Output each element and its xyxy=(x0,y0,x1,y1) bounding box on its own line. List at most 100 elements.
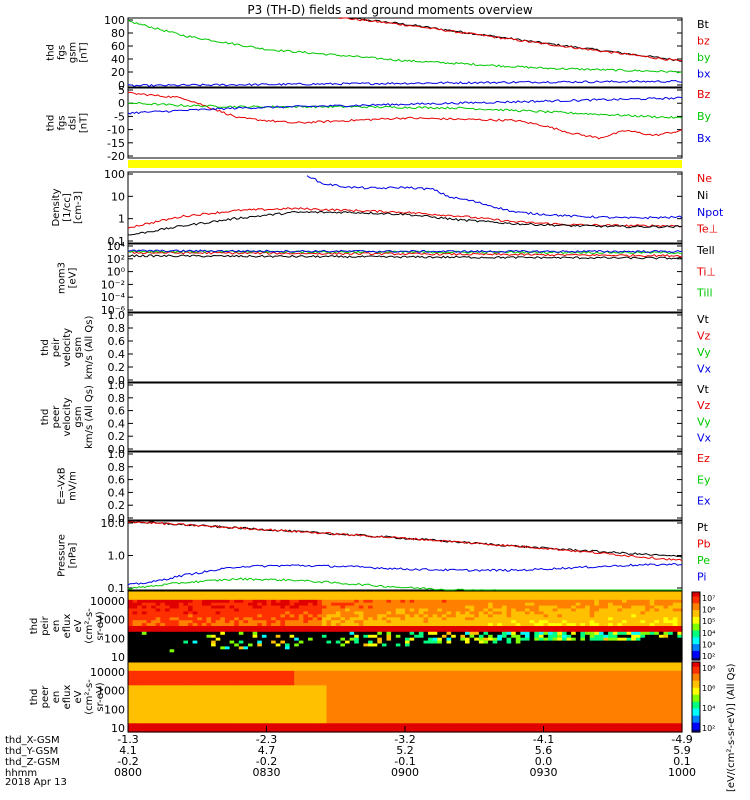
spectro-cell xyxy=(617,591,623,595)
ylabel-line: Density xyxy=(51,188,62,226)
spectro-cell xyxy=(585,608,591,612)
spectro-cell xyxy=(257,599,263,604)
spectro-cell xyxy=(488,676,494,681)
spectro-cell xyxy=(141,652,147,656)
spectro-cell xyxy=(672,623,678,627)
spectro-cell xyxy=(317,676,323,681)
spectro-cell xyxy=(192,626,198,630)
spectro-cell xyxy=(405,720,411,724)
spectro-cell xyxy=(428,614,434,618)
spectro-cell xyxy=(460,685,466,689)
spectro-cell xyxy=(174,634,180,639)
spectro-cell xyxy=(280,720,286,724)
spectro-cell xyxy=(441,714,448,718)
spectro-cell xyxy=(174,640,180,645)
spectro-cell xyxy=(234,608,240,612)
spectro-cell xyxy=(169,611,175,615)
spectro-cell xyxy=(137,637,143,642)
spectro-cell xyxy=(137,652,143,656)
spectro-cell xyxy=(146,702,152,707)
spectro-cell xyxy=(128,664,134,669)
spectro-cell xyxy=(515,649,521,653)
spectro-cell xyxy=(566,637,572,642)
spectro-cell xyxy=(423,608,429,612)
spectro-cell xyxy=(192,673,198,678)
spectro-cell xyxy=(317,628,323,633)
spectro-cell xyxy=(414,634,420,639)
spectro-cell xyxy=(294,717,300,721)
spectro-cell xyxy=(437,676,443,681)
spectro-cell xyxy=(331,640,337,645)
spectro-cell xyxy=(409,708,415,713)
spectro-cell xyxy=(248,729,254,733)
spectro-cell xyxy=(151,699,157,704)
spectro-cell xyxy=(483,664,489,669)
spectro-cell xyxy=(128,705,134,710)
spectro-cell xyxy=(594,599,600,604)
spectro-cell xyxy=(229,676,235,681)
spectro-cell xyxy=(395,631,401,636)
spectro-cell xyxy=(608,608,614,612)
spectro-cell xyxy=(575,634,581,639)
spectro-cell xyxy=(132,605,138,610)
spectro-cell xyxy=(340,662,346,666)
spectro-cell xyxy=(405,628,411,633)
spectro-cell xyxy=(308,691,314,695)
spectro-cell xyxy=(649,655,655,659)
spectro-cell xyxy=(169,714,175,718)
spectro-cell xyxy=(252,714,258,718)
spectro-cell xyxy=(141,658,147,662)
spectro-cell xyxy=(308,628,314,633)
spectro-cell xyxy=(589,646,595,650)
spectro-cell xyxy=(349,726,355,730)
spectro-cell xyxy=(220,634,226,639)
spectro-cell xyxy=(566,655,572,659)
spectro-cell xyxy=(252,679,258,683)
spectro-cell xyxy=(220,711,226,716)
spectro-cell xyxy=(658,658,665,662)
spectro-cell xyxy=(529,605,535,610)
spectro-cell xyxy=(211,694,217,698)
spectro-cell xyxy=(654,626,660,630)
spectro-cell xyxy=(612,602,618,607)
ylabel-line: [1/cc] xyxy=(62,193,73,222)
spectro-cell xyxy=(201,697,208,701)
spectro-cell xyxy=(169,658,175,662)
spectro-cell xyxy=(266,652,272,656)
spectro-cell xyxy=(437,605,443,610)
spectro-cell xyxy=(326,699,332,704)
spectro-cell xyxy=(594,626,600,630)
spectro-cell xyxy=(525,596,531,601)
spectro-cell xyxy=(483,611,489,615)
spectro-cell xyxy=(174,691,180,695)
spectro-cell xyxy=(368,667,374,672)
spectro-cell xyxy=(335,591,341,595)
legend-Vx: Vx xyxy=(697,362,712,375)
spectro-cell xyxy=(160,711,166,716)
spectro-cell xyxy=(206,711,212,716)
spectro-cell xyxy=(575,655,581,659)
spectro-cell xyxy=(589,643,595,647)
spectro-cell xyxy=(317,682,323,686)
spectro-cell xyxy=(238,702,244,707)
spectro-cell xyxy=(308,658,314,662)
spectro-cell xyxy=(312,711,318,716)
spectro-cell xyxy=(377,697,383,701)
spectro-cell xyxy=(206,631,212,636)
spectro-cell xyxy=(178,670,184,675)
spectro-cell xyxy=(280,682,286,686)
spectro-cell xyxy=(451,691,457,695)
spectro-cell xyxy=(663,634,669,639)
spectro-cell xyxy=(201,714,208,718)
spectro-cell xyxy=(663,649,669,653)
spectro-cell xyxy=(575,643,581,647)
spectro-cell xyxy=(174,714,180,718)
spectro-cell xyxy=(206,617,212,621)
spectro-cell xyxy=(206,626,212,630)
spectro-cell xyxy=(132,628,138,633)
spectro-cell xyxy=(501,599,508,604)
spectro-cell xyxy=(663,658,669,662)
spectro-cell xyxy=(405,605,411,610)
spectro-cell xyxy=(271,662,277,666)
